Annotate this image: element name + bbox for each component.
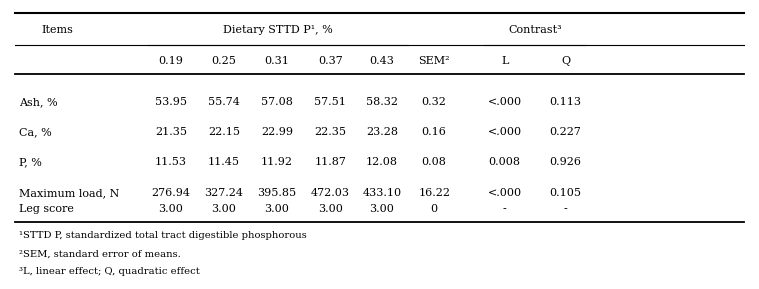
Text: 3.00: 3.00 [212, 204, 236, 214]
Text: 0.105: 0.105 [550, 188, 581, 198]
Text: 0.31: 0.31 [265, 56, 289, 66]
Text: 11.92: 11.92 [261, 158, 293, 167]
Text: 0.926: 0.926 [550, 158, 581, 167]
Text: 3.00: 3.00 [159, 204, 183, 214]
Text: 276.94: 276.94 [151, 188, 191, 198]
Text: 21.35: 21.35 [155, 127, 187, 137]
Text: 3.00: 3.00 [370, 204, 394, 214]
Text: 11.87: 11.87 [314, 158, 346, 167]
Text: Maximum load, N: Maximum load, N [19, 188, 119, 198]
Text: 0.113: 0.113 [550, 97, 581, 107]
Text: Items: Items [41, 25, 73, 35]
Text: 433.10: 433.10 [362, 188, 402, 198]
Text: 0.32: 0.32 [422, 97, 446, 107]
Text: Leg score: Leg score [19, 204, 74, 214]
Text: 23.28: 23.28 [366, 127, 398, 137]
Text: Q: Q [561, 56, 570, 66]
Text: 327.24: 327.24 [204, 188, 244, 198]
Text: 472.03: 472.03 [310, 188, 350, 198]
Text: 57.08: 57.08 [261, 97, 293, 107]
Text: L: L [501, 56, 509, 66]
Text: 3.00: 3.00 [318, 204, 342, 214]
Text: <.000: <.000 [488, 127, 521, 137]
Text: 395.85: 395.85 [257, 188, 297, 198]
Text: SEM²: SEM² [418, 56, 450, 66]
Text: 16.22: 16.22 [418, 188, 450, 198]
Text: 0.25: 0.25 [212, 56, 236, 66]
Text: 55.74: 55.74 [208, 97, 240, 107]
Text: Ash, %: Ash, % [19, 97, 58, 107]
Text: P, %: P, % [19, 158, 42, 167]
Text: -: - [503, 204, 506, 214]
Text: 57.51: 57.51 [314, 97, 346, 107]
Text: 0.08: 0.08 [422, 158, 446, 167]
Text: 0.19: 0.19 [159, 56, 183, 66]
Text: 0.008: 0.008 [489, 158, 521, 167]
Text: ²SEM, standard error of means.: ²SEM, standard error of means. [19, 249, 181, 258]
Text: 22.15: 22.15 [208, 127, 240, 137]
Text: 11.45: 11.45 [208, 158, 240, 167]
Text: Contrast³: Contrast³ [509, 25, 562, 35]
Text: <.000: <.000 [488, 97, 521, 107]
Text: Dietary STTD P¹, %: Dietary STTD P¹, % [223, 25, 333, 35]
Text: ¹STTD P, standardized total tract digestible phosphorous: ¹STTD P, standardized total tract digest… [19, 231, 307, 240]
Text: 58.32: 58.32 [366, 97, 398, 107]
Text: 22.35: 22.35 [314, 127, 346, 137]
Text: 12.08: 12.08 [366, 158, 398, 167]
Text: 0.37: 0.37 [318, 56, 342, 66]
Text: 0.16: 0.16 [422, 127, 446, 137]
Text: 22.99: 22.99 [261, 127, 293, 137]
Text: 3.00: 3.00 [265, 204, 289, 214]
Text: ³L, linear effect; Q, quadratic effect: ³L, linear effect; Q, quadratic effect [19, 267, 200, 277]
Text: -: - [564, 204, 567, 214]
Text: Ca, %: Ca, % [19, 127, 52, 137]
Text: 0: 0 [430, 204, 438, 214]
Text: 0.43: 0.43 [370, 56, 394, 66]
Text: 53.95: 53.95 [155, 97, 187, 107]
Text: 11.53: 11.53 [155, 158, 187, 167]
Text: <.000: <.000 [488, 188, 521, 198]
Text: 0.227: 0.227 [550, 127, 581, 137]
